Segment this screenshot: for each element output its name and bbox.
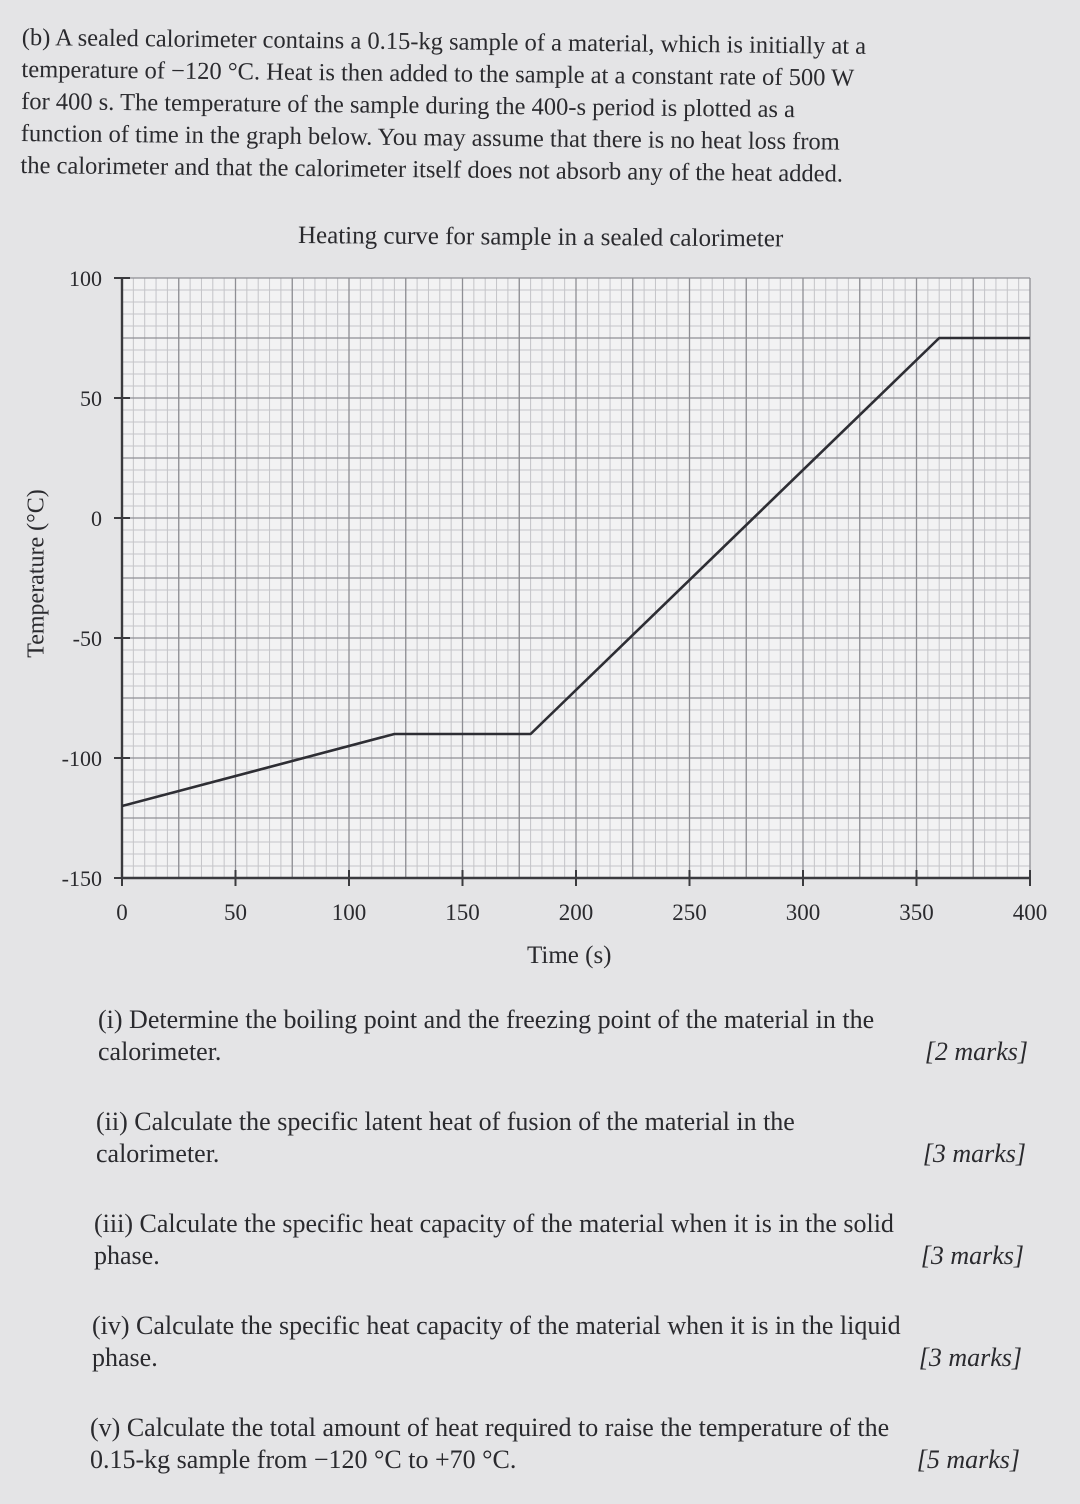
x-tick-label: 100 — [332, 900, 367, 925]
heating-curve-line — [121, 336, 1030, 808]
question-line: calorimeter. — [98, 1037, 222, 1066]
marks-label: [3 marks] — [920, 1241, 1024, 1270]
question-line: (i) Determine the boiling point and the … — [98, 1005, 875, 1034]
y-tick-label: -50 — [73, 626, 102, 651]
x-tick-label: 200 — [559, 900, 594, 925]
question-line: (v) Calculate the total amount of heat r… — [90, 1413, 890, 1442]
question-ii: (ii) Calculate the specific latent heat … — [96, 1106, 1026, 1170]
heating-curve-chart: 100 50 0 -50 -100 -150 0 50 100 150 200 250 300 350 40… — [62, 266, 1048, 925]
marks-label: [3 marks] — [918, 1343, 1022, 1372]
x-axis-label: Time (s) — [527, 942, 612, 969]
y-tick-label: -100 — [62, 746, 102, 771]
question-line: phase. — [92, 1343, 158, 1372]
y-axis-label: Temperature (°C) — [23, 489, 50, 658]
question-line: calorimeter. — [96, 1139, 220, 1168]
x-tick-label: 50 — [224, 900, 247, 925]
question-iii: (iii) Calculate the specific heat capaci… — [94, 1208, 1024, 1272]
marks-label: [3 marks] — [922, 1139, 1026, 1168]
y-tick-label: 100 — [69, 266, 102, 291]
x-tick-label: 250 — [672, 900, 707, 925]
x-tick-label: 350 — [899, 900, 934, 925]
question-line: (ii) Calculate the specific latent heat … — [96, 1107, 795, 1136]
question-i: (i) Determine the boiling point and the … — [98, 1004, 1028, 1068]
x-tick-label: 150 — [445, 900, 480, 925]
x-tick-label: 0 — [116, 900, 128, 925]
y-tick-label: -150 — [62, 866, 102, 891]
y-tick-label: 0 — [91, 506, 102, 531]
x-tick-label: 400 — [1013, 900, 1048, 925]
question-line: (iii) Calculate the specific heat capaci… — [94, 1209, 894, 1238]
y-tick-label: 50 — [80, 386, 102, 411]
question-line: (iv) Calculate the specific heat capacit… — [92, 1311, 901, 1340]
question-v: (v) Calculate the total amount of heat r… — [90, 1412, 1020, 1476]
question-iv: (iv) Calculate the specific heat capacit… — [92, 1310, 1022, 1374]
marks-label: [2 marks] — [924, 1037, 1028, 1066]
x-tick-label: 300 — [786, 900, 821, 925]
question-line: phase. — [94, 1241, 160, 1270]
question-line: 0.15-kg sample from −120 °C to +70 °C. — [90, 1445, 517, 1474]
marks-label: [5 marks] — [916, 1445, 1020, 1474]
